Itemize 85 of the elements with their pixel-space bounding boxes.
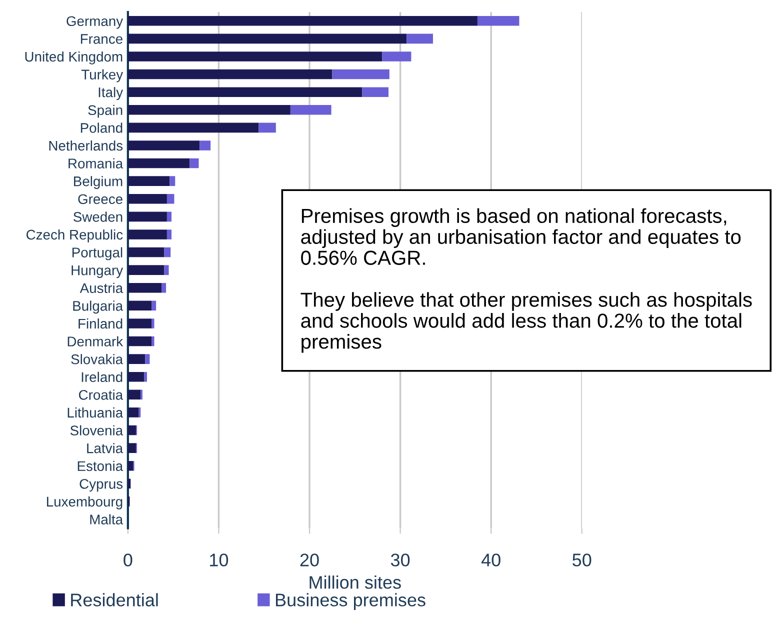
y-tick-label: Czech Republic (26, 229, 123, 242)
x-axis-title: Million sites (310, 576, 401, 589)
x-tick-label: 10 (210, 554, 228, 566)
y-tick-label: Cyprus (80, 478, 123, 492)
bar (128, 390, 141, 400)
y-tick-label: Romania (68, 158, 124, 168)
y-tick-label: Poland (80, 122, 122, 133)
y-tick-label: Croatia (78, 390, 124, 400)
bar (128, 460, 134, 471)
bar (166, 230, 172, 240)
y-tick-label: Greece (78, 194, 122, 204)
bar (332, 69, 390, 80)
bar (128, 247, 164, 258)
bar (362, 87, 388, 97)
y-tick-label: Denmark (68, 336, 124, 346)
y-tick-label: Turkey (81, 69, 124, 82)
bar (128, 52, 382, 62)
y-tick-label: Slovakia (71, 354, 124, 364)
text: Premises growth is based on national forecasts, adjusted by an urbanisation factor and equates to 0.56% CAGR. They believe that other premises such as hospitals and schools would add less than 0.2% to the total premises (300, 208, 752, 353)
y-tick-label: Lithuania (68, 407, 124, 418)
y-tick-label: Hungary (72, 266, 124, 278)
y-tick-label: Germany (66, 16, 124, 29)
y-tick-label: Belgium (74, 176, 122, 189)
y-tick-label: Italy (98, 87, 124, 100)
bar (128, 372, 144, 382)
legend-label: Business premises (276, 593, 426, 610)
y-tick-label: Finland (78, 318, 122, 329)
bar (128, 194, 167, 204)
y-tick-label: France (80, 34, 122, 44)
y-tick-label: Spain (88, 104, 122, 118)
y-tick-label: Netherlands (49, 140, 123, 151)
bar (190, 158, 199, 168)
bar (128, 122, 259, 133)
bar (128, 336, 152, 346)
bar (170, 176, 176, 186)
bar (128, 104, 290, 115)
bar (406, 34, 433, 44)
bar (200, 140, 211, 150)
bar (128, 230, 167, 240)
bar (128, 16, 478, 26)
y-tick-label: Latvia (87, 443, 124, 454)
y-tick-label: Ireland (82, 372, 122, 382)
x-tick-label: 50 (572, 554, 592, 566)
bar (382, 52, 412, 62)
bar (128, 282, 162, 293)
bar (166, 194, 174, 204)
y-tick-label: Portugal (72, 247, 122, 260)
x-tick-label: 20 (300, 554, 319, 566)
bar (128, 158, 190, 168)
y-tick-label: Luxembourg (46, 496, 122, 510)
y-tick-label: United Kingdom (25, 51, 122, 64)
y-tick-label: Estonia (78, 460, 124, 472)
x-tick-label: 0 (124, 554, 132, 566)
bar (128, 318, 152, 328)
bar (164, 265, 169, 275)
x-tick-label: 30 (390, 554, 410, 566)
bar (166, 212, 172, 222)
bar (258, 122, 276, 133)
bar (128, 212, 167, 222)
bar (128, 34, 407, 44)
bar (128, 443, 136, 453)
bar (128, 425, 136, 436)
bar (144, 372, 147, 382)
bar (128, 265, 164, 275)
y-tick-label: Bulgaria (73, 300, 124, 314)
bar (128, 408, 139, 418)
y-tick-label: Austria (80, 282, 124, 294)
y-tick-label: Malta (90, 514, 124, 524)
bar (128, 176, 170, 186)
y-tick-label: Sweden (74, 212, 122, 222)
bar (477, 16, 520, 26)
bar (152, 300, 156, 311)
y-tick-label: Slovenia (70, 425, 124, 436)
bar (128, 87, 362, 97)
bar (128, 300, 152, 311)
bar (162, 282, 166, 293)
bar (128, 354, 146, 364)
bar (164, 247, 171, 258)
bar (128, 69, 332, 80)
legend-label: Residential (71, 593, 158, 606)
bar (128, 140, 200, 150)
bar (145, 354, 150, 364)
bar (152, 318, 154, 328)
x-tick-label: 40 (481, 554, 500, 566)
bar (290, 104, 332, 115)
